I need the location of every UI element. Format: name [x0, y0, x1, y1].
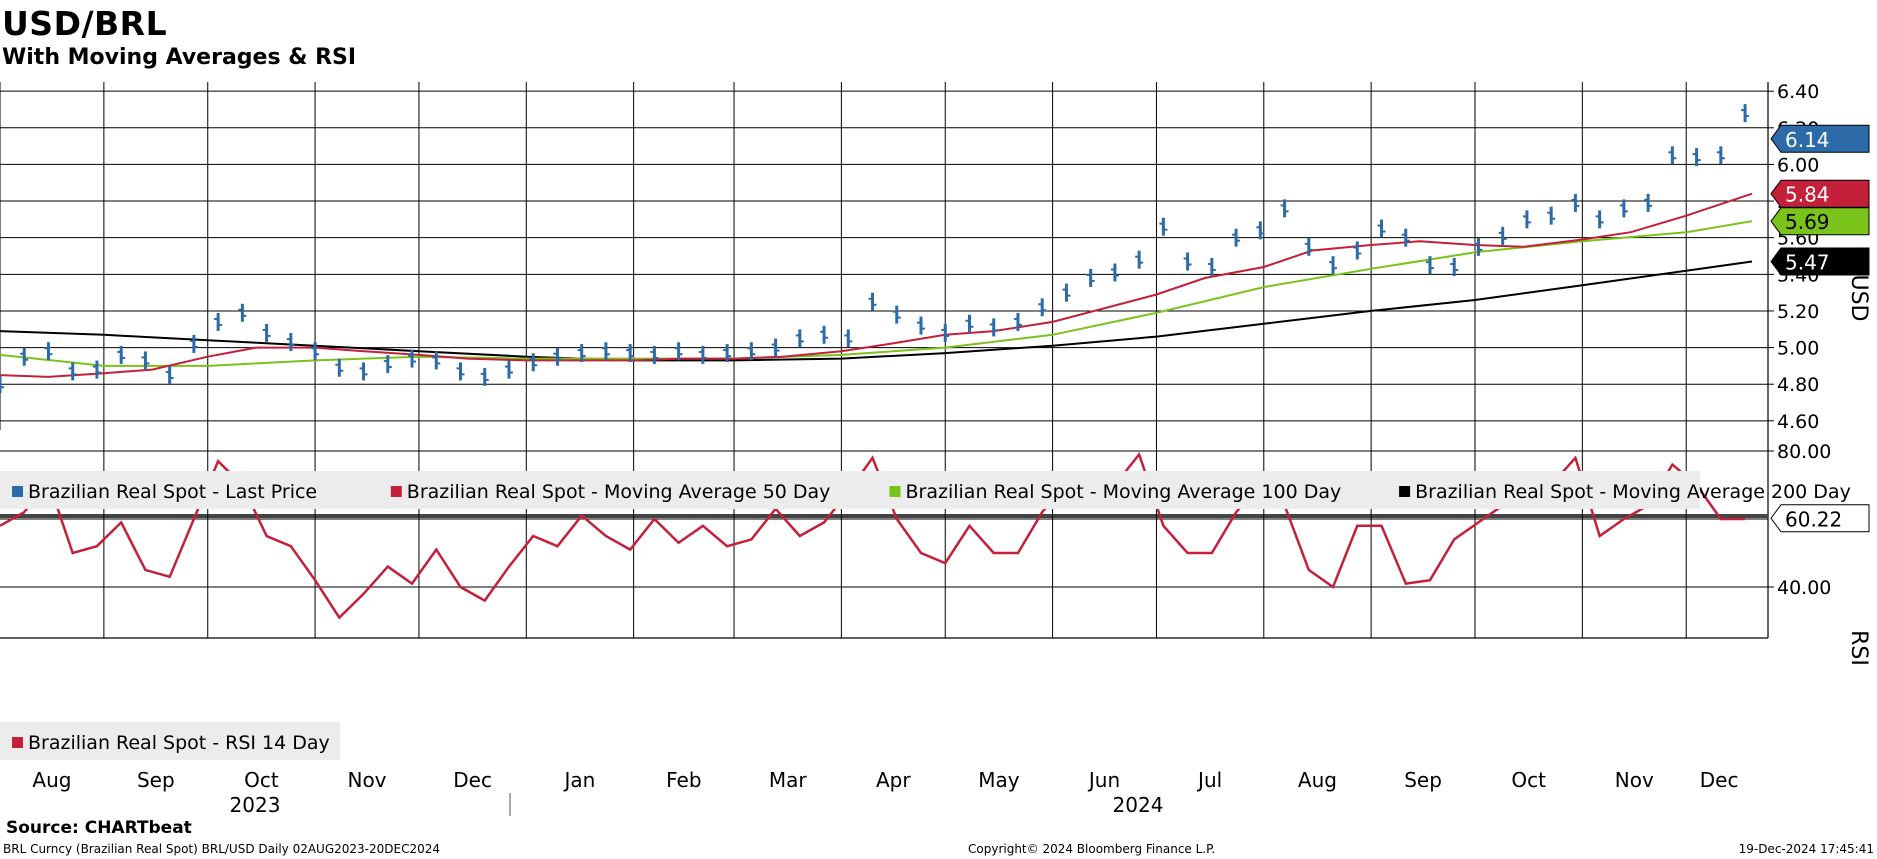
price-tick-label: 6.40 — [1777, 81, 1819, 103]
series-line — [0, 220, 1753, 367]
price-tick-label: 5.00 — [1777, 338, 1819, 360]
ma50-flag-text: 5.84 — [1785, 183, 1830, 207]
legend-label: Brazilian Real Spot - Moving Average 100… — [906, 481, 1342, 503]
month-label: Apr — [876, 768, 911, 792]
ma200-flag — [1770, 247, 1870, 276]
month-label: Mar — [769, 768, 808, 792]
month-label: Nov — [1615, 768, 1654, 792]
rsi-tick-label: 80.00 — [1777, 441, 1831, 463]
legend-swatch — [12, 486, 23, 497]
month-label: Nov — [347, 768, 386, 792]
price-legend — [0, 471, 1700, 509]
rsi-flag-text: 60.22 — [1785, 507, 1842, 531]
rsi-flag — [1770, 504, 1870, 533]
chart-subtitle: With Moving Averages & RSI — [2, 45, 357, 70]
legend-label: Brazilian Real Spot - Moving Average 200… — [1415, 481, 1851, 503]
ma200-flag-text: 5.47 — [1785, 250, 1830, 274]
price-axis-label: USD — [1846, 274, 1871, 321]
price-tick-label: 4.60 — [1777, 411, 1819, 433]
copyright-note: Copyright© 2024 Bloomberg Finance L.P. — [968, 842, 1216, 856]
month-label: Jul — [1196, 768, 1222, 792]
rsi-line — [0, 451, 1746, 620]
legend-label: Brazilian Real Spot - Last Price — [28, 481, 317, 503]
price-tick-label: 5.20 — [1777, 301, 1819, 323]
timestamp: 19-Dec-2024 17:45:41 — [1738, 842, 1874, 856]
month-label: Jan — [563, 768, 596, 792]
month-label: Feb — [666, 768, 701, 792]
legend-swatch — [1399, 486, 1411, 497]
legend-label: Brazilian Real Spot - Moving Average 50 … — [407, 481, 831, 503]
ticker-description: BRL Curncy (Brazilian Real Spot) BRL/USD… — [3, 842, 441, 856]
legend-swatch — [390, 486, 402, 497]
month-label: Oct — [244, 768, 279, 792]
legend-swatch — [12, 737, 23, 748]
ma100-flag-text: 5.69 — [1785, 210, 1830, 234]
year-label: 2023 — [230, 793, 281, 817]
series-line — [0, 260, 1753, 362]
price-tick-label: 6.00 — [1777, 154, 1819, 176]
last-price-flag — [1770, 124, 1870, 153]
source-note: Source: CHARTbeat — [6, 818, 192, 838]
ma50-flag — [1770, 179, 1870, 208]
chart-title: USD/BRL — [2, 4, 168, 43]
month-label: Sep — [1404, 768, 1442, 792]
price-tick-label: 4.80 — [1777, 374, 1819, 396]
month-label: Sep — [137, 768, 175, 792]
legend-swatch — [889, 486, 901, 497]
rsi-tick-label: 40.00 — [1777, 577, 1831, 599]
month-label: Oct — [1511, 768, 1546, 792]
month-label: Dec — [1700, 768, 1739, 792]
month-label: May — [978, 768, 1020, 792]
ma100-flag — [1770, 207, 1870, 236]
month-label: Dec — [453, 768, 492, 792]
month-label: Jun — [1087, 768, 1120, 792]
rsi-axis-label: RSI — [1846, 630, 1871, 666]
series-line — [0, 192, 1753, 378]
last-price-flag-text: 6.14 — [1785, 128, 1830, 152]
panel-divider — [0, 514, 1768, 518]
legend-label: Brazilian Real Spot - RSI 14 Day — [28, 732, 330, 754]
month-label: Aug — [32, 768, 71, 792]
year-label: 2024 — [1113, 793, 1164, 817]
rsi-legend — [0, 722, 340, 760]
month-label: Aug — [1298, 768, 1337, 792]
